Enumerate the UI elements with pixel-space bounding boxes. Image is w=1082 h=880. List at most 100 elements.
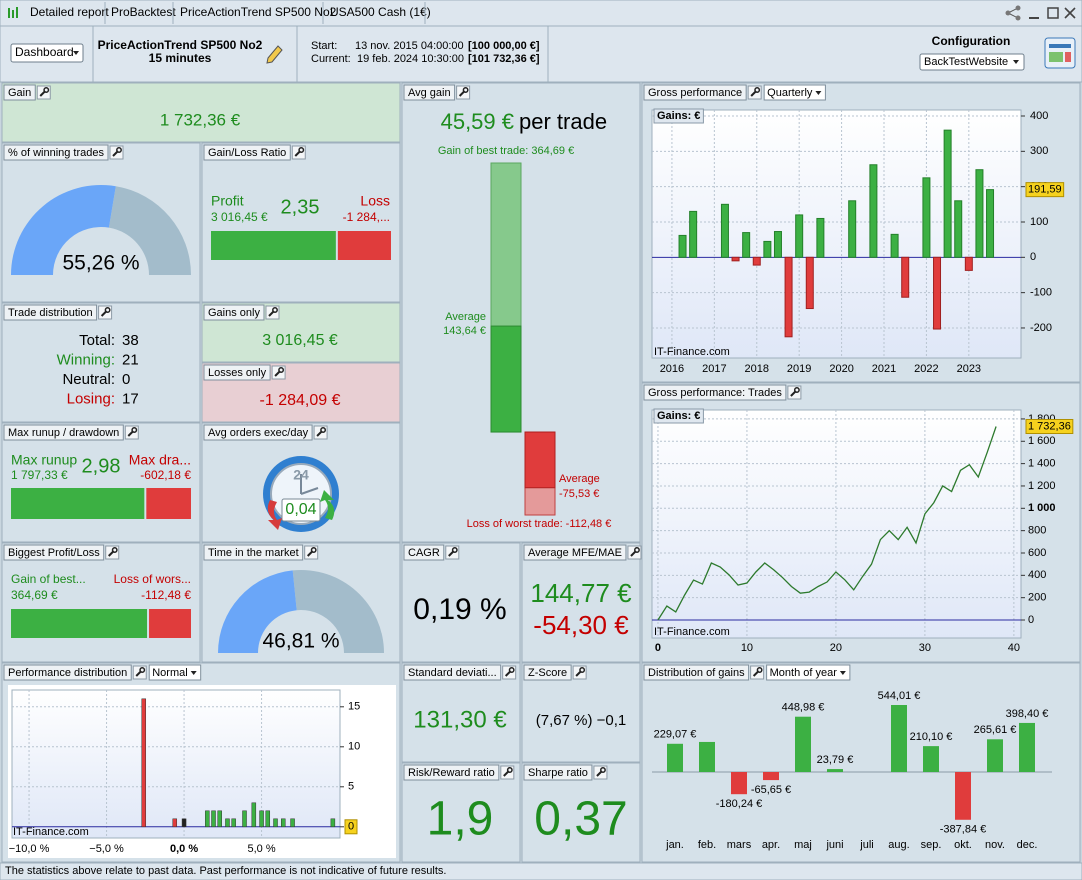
maximize-button[interactable] [1047,7,1059,19]
value-label: 544,01 € [878,690,921,702]
dashboard-select[interactable] [10,43,84,63]
panel-title: Gross performance: Trades [648,387,782,399]
panel-title: Distribution of gains [648,667,745,679]
close-button[interactable] [1064,7,1076,19]
tab-label[interactable]: PriceActionTrend SP500 No2 [180,5,337,19]
wrench-icon [754,87,761,93]
y-tick-label: 1 200 [1028,480,1056,492]
panel-title-box [643,84,747,101]
panel-title-box [643,384,787,401]
panel-title-box [203,144,291,161]
wrench-icon [111,547,118,553]
panel-title: Average MFE/MAE [528,547,622,559]
histogram-bar [242,810,247,828]
bar [731,256,740,262]
stat-value: 0,37 [534,793,627,846]
dropdown[interactable] [148,664,202,681]
bar [869,164,878,258]
label: Max dra... [129,452,191,468]
series-badge [653,108,704,124]
config-select[interactable] [919,53,1025,71]
dropdown[interactable] [763,84,826,101]
label: 3 016,45 € [211,210,268,224]
panel-title: Risk/Reward ratio [408,767,495,779]
stat-value: 0,04 [285,501,316,518]
panel-title-box [403,84,456,101]
panel-title-box [3,664,132,681]
month-bar [955,772,971,820]
wrench-icon [310,547,317,553]
y-tick-label: 1 400 [1028,458,1056,470]
x-tick-label: juni [825,839,843,851]
label: [100 000,00 €] [468,40,540,52]
bar [742,232,751,258]
panel [1,302,201,423]
y-tick-label: 1 000 [1028,502,1056,514]
x-tick-label: −5,0 % [89,843,124,855]
edit-icon[interactable] [266,45,283,64]
config-icon [1065,52,1071,62]
label: 1 797,33 € [11,468,68,482]
x-tick-label: 10 [741,642,753,654]
histogram-bar [290,818,295,828]
bar [922,177,931,258]
panel-title: Losses only [208,367,267,379]
dropdown-arrow [1013,60,1019,64]
panel-title-box [523,664,572,681]
x-tick-label: 2018 [745,363,769,375]
x-tick-label: 2019 [787,363,811,375]
x-tick-label: 2021 [872,363,896,375]
label: Total: [79,332,115,349]
panel-title-box [403,544,445,561]
label: Configuration [932,34,1011,48]
bar [986,189,995,258]
tab-label[interactable]: Detailed report [30,5,109,19]
panel-title: Standard deviati... [408,667,497,679]
value-label: 23,79 € [817,754,854,766]
clock-hands [300,474,319,495]
x-tick-label: dec. [1017,839,1038,851]
dropdown-value: Normal [152,667,187,679]
stat-value: -54,30 € [533,610,629,640]
dropdown-arrow [839,671,846,675]
panel-title: Gains only [208,307,260,319]
label: Gains: € [657,110,700,122]
panel-title: Sharpe ratio [528,767,588,779]
x-tick-label: nov. [985,839,1005,851]
panel-title: CAGR [408,547,440,559]
label: 19 feb. 2024 10:30:00 [357,53,464,65]
dropdown[interactable] [766,664,851,681]
share-icon [1005,10,1011,16]
panel-title-box [203,544,304,561]
share-icon [1015,5,1021,11]
y-tick-label: 800 [1028,525,1046,537]
panel-title-box [3,424,124,441]
wrench-icon [320,427,327,433]
tab-label[interactable]: USA500 Cash (1€) [330,5,431,19]
label: 21 [122,351,139,368]
panel-title-box [523,544,627,561]
x-tick-label: feb. [698,839,716,851]
config-icon [1049,52,1063,62]
y-tick-label: 10 [348,741,360,753]
panel-title: Max runup / drawdown [8,427,119,439]
label: 2,35 [281,196,320,218]
month-bar [891,705,907,772]
label: Neutral: [62,371,115,388]
dropdown-value: Month of year [770,667,838,679]
x-tick-label: 2023 [957,363,981,375]
label: Gains: € [657,410,700,422]
label: Profit [211,193,244,209]
histogram-bar [231,818,236,828]
panel [1,542,201,663]
equity-line [657,426,997,621]
tab-label[interactable]: ProBacktest [111,5,176,19]
wrench-icon [43,87,50,93]
stat-value: -1 284,09 € [260,392,341,409]
label: Loss of wors... [114,572,191,586]
dropdown-arrow [73,51,79,55]
gauge-fill [218,570,297,653]
label: Max runup [11,452,77,468]
panel-title-box [403,764,500,781]
panel-title: Trade distribution [8,307,93,319]
